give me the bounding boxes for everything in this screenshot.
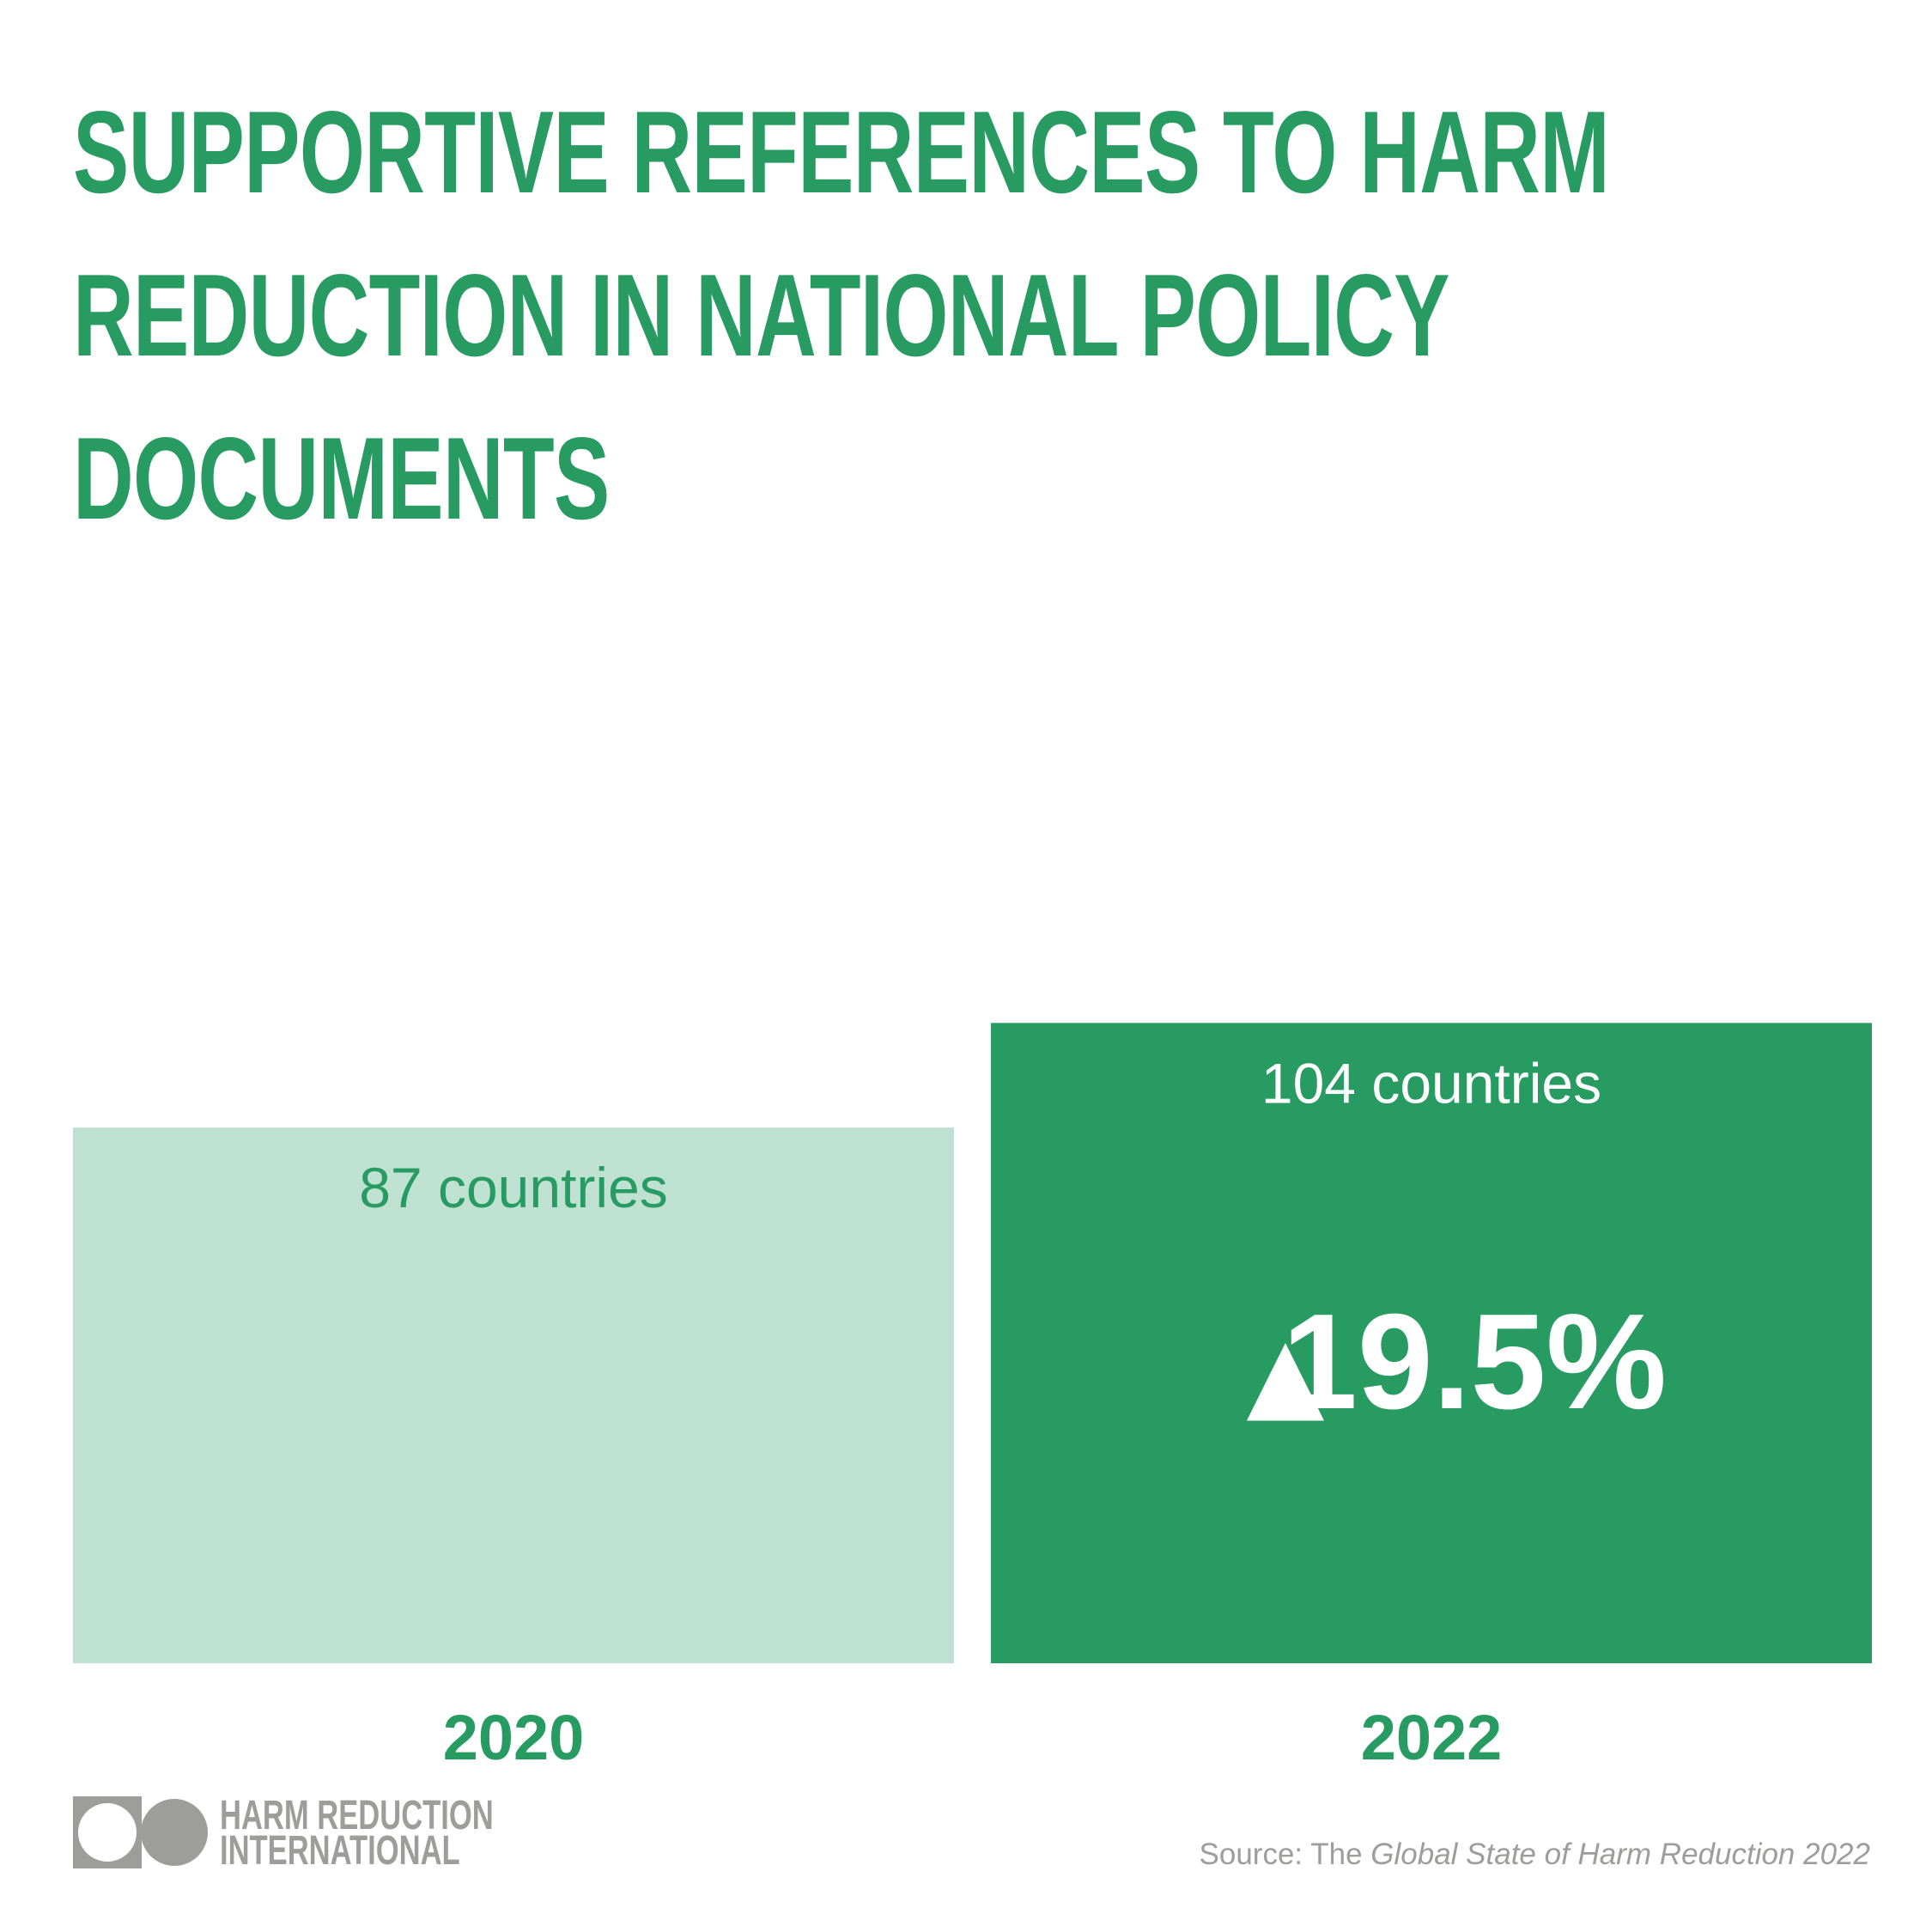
chart-title: SUPPORTIVE REFERENCES TO HARM REDUCTION … bbox=[73, 70, 1610, 560]
chart-title-line: DOCUMENTS bbox=[73, 413, 610, 544]
source-title: Global State of Harm Reduction 2022 bbox=[1370, 1838, 1870, 1871]
data-label-2020: 87 countries bbox=[359, 1156, 668, 1219]
source-note: Source: The Global State of Harm Reducti… bbox=[1200, 1838, 1870, 1872]
up-arrow-icon: ▲ bbox=[1247, 1314, 1325, 1432]
logo-line: INTERNATIONAL bbox=[220, 1828, 460, 1874]
chart-title-line: REDUCTION IN NATIONAL POLICY bbox=[73, 250, 1450, 380]
chart-title-line: SUPPORTIVE REFERENCES TO HARM bbox=[73, 87, 1610, 217]
percent-change-annotation: 19.5% bbox=[1282, 1286, 1667, 1437]
bar-2020 bbox=[73, 1127, 954, 1663]
bar-2022 bbox=[991, 1023, 1872, 1663]
square-circle-icon bbox=[73, 1796, 208, 1868]
category-label-2020: 2020 bbox=[443, 1702, 585, 1773]
source-prefix: Source: The bbox=[1199, 1838, 1371, 1871]
data-label-2022: 104 countries bbox=[1261, 1051, 1601, 1115]
organization-logo-text: HARM REDUCTION INTERNATIONAL bbox=[220, 1793, 494, 1874]
category-label-2022: 2022 bbox=[1361, 1702, 1503, 1773]
logo-line: HARM REDUCTION bbox=[220, 1793, 494, 1838]
